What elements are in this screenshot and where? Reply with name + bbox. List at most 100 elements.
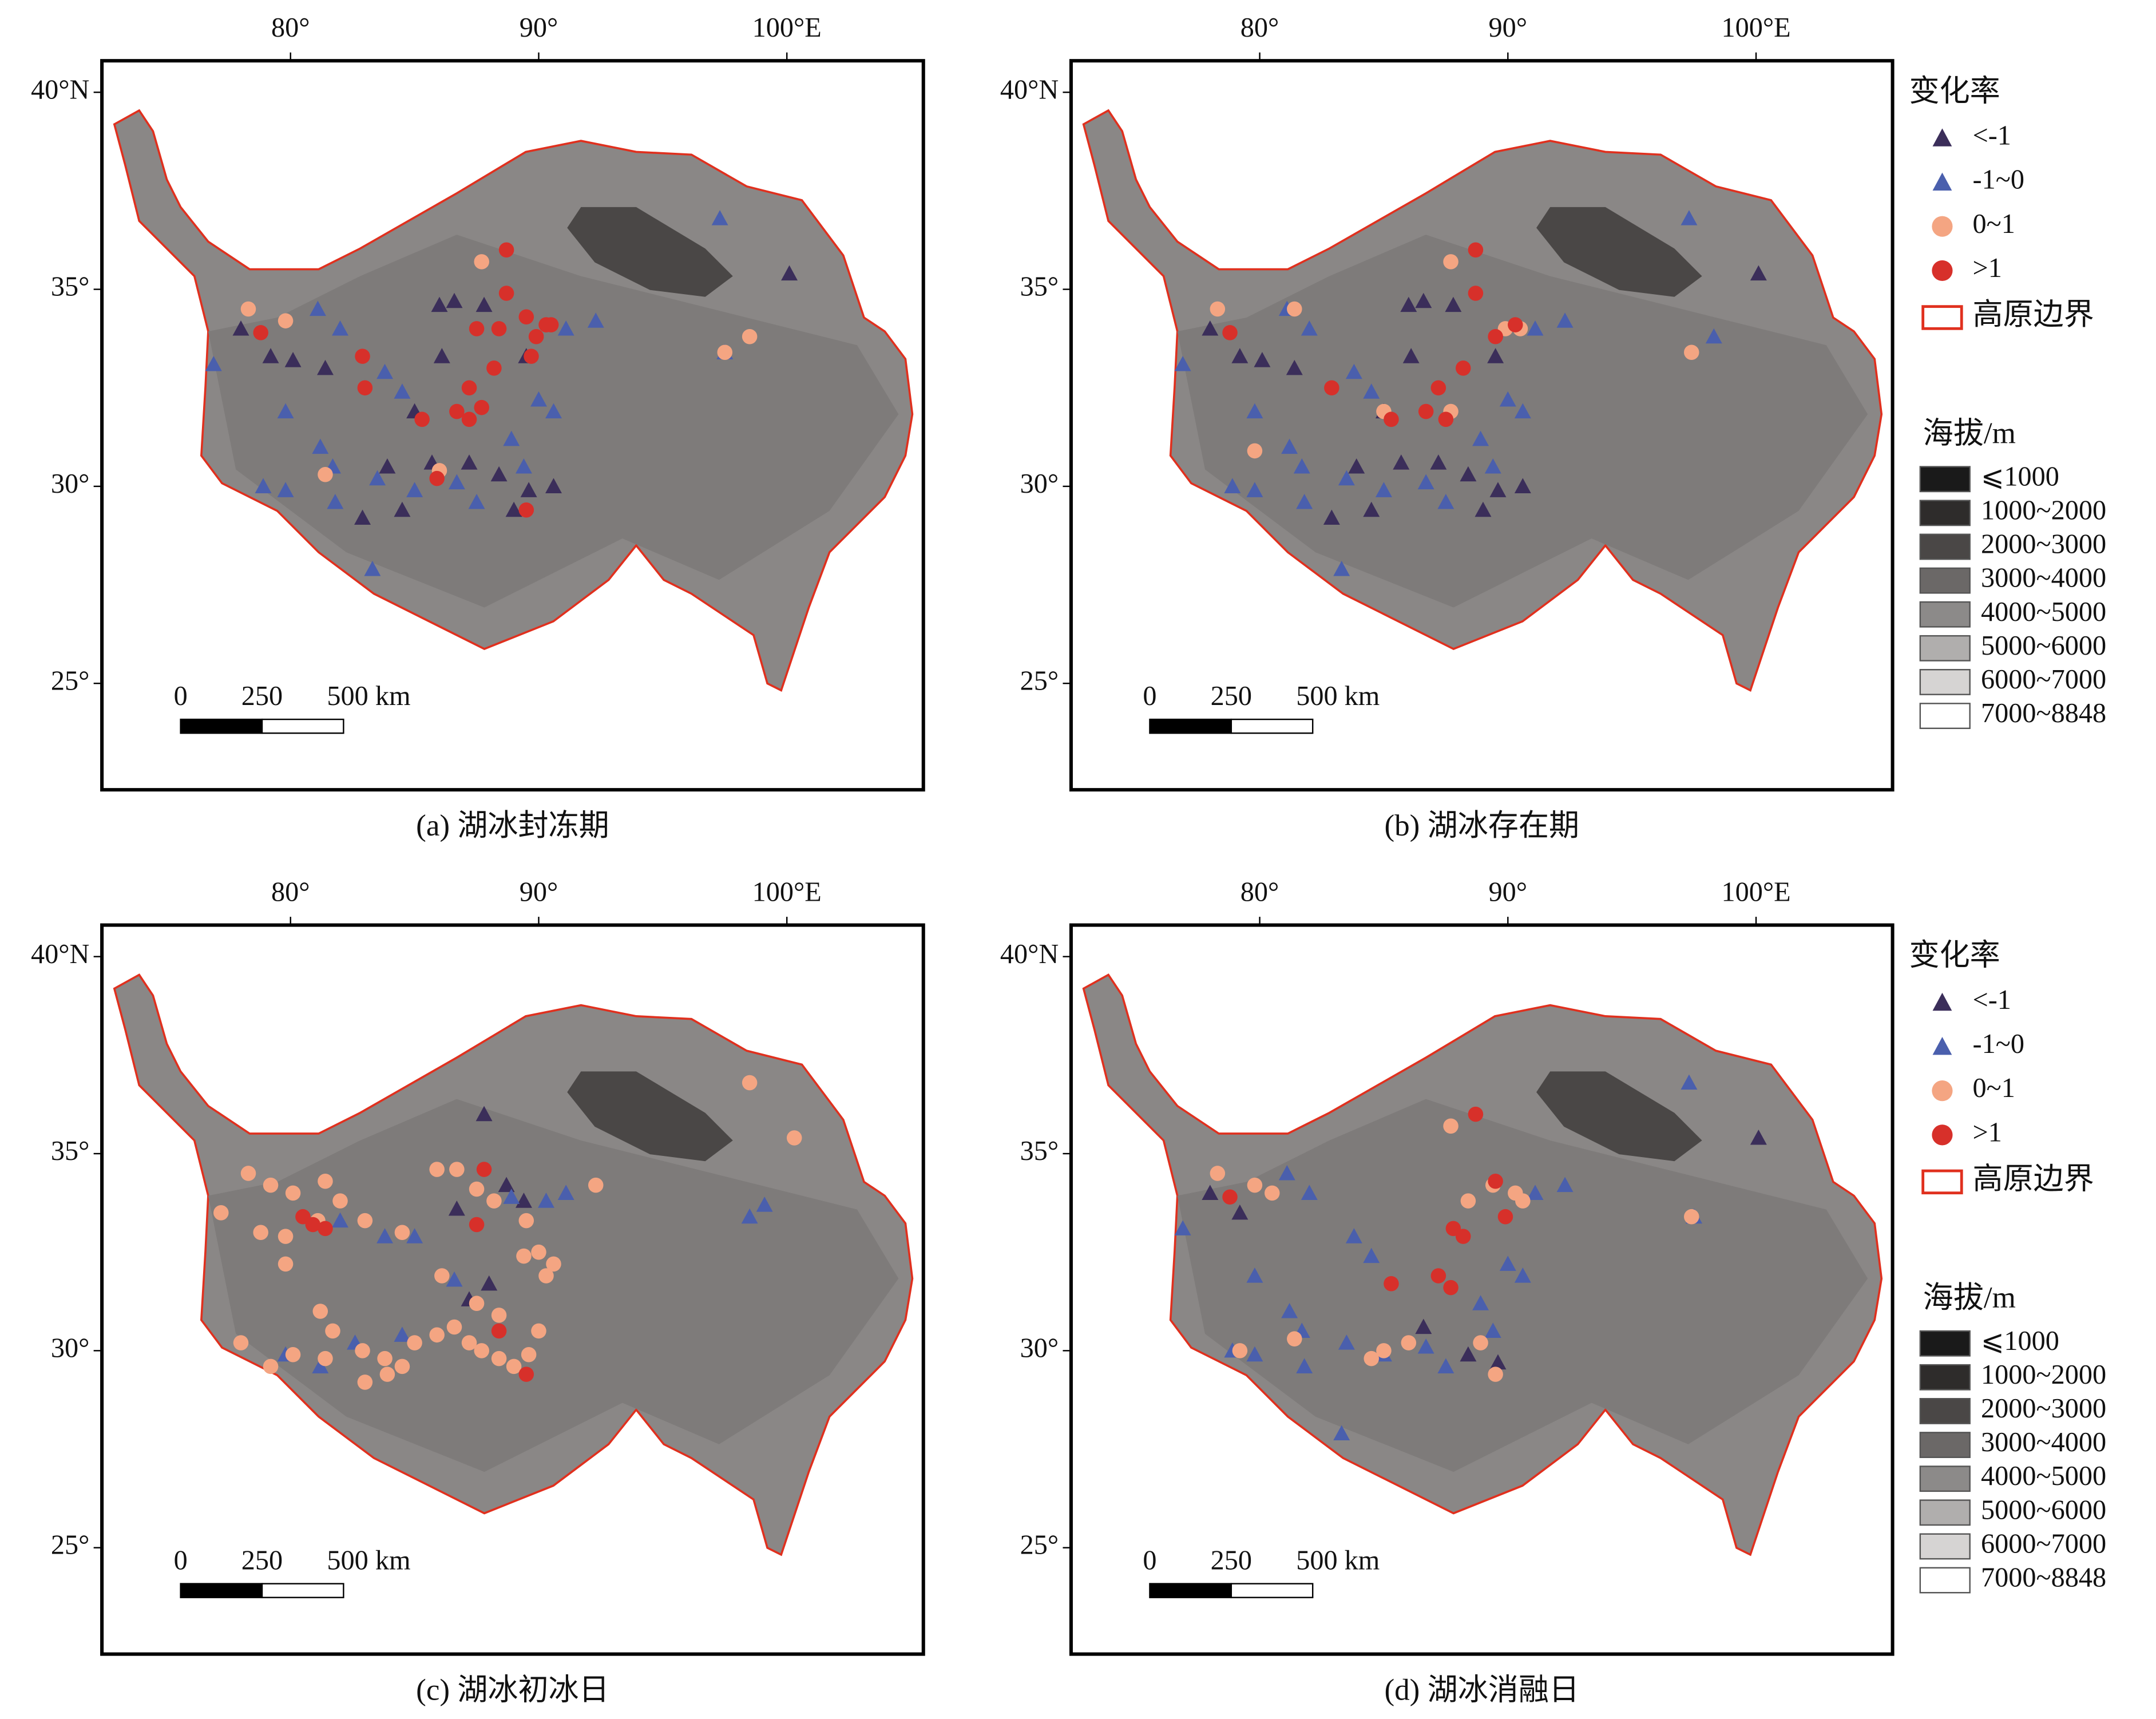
y-tick-label: 40°N — [1000, 939, 1059, 969]
lake-point — [475, 296, 493, 312]
legend-symbol — [1932, 1037, 1952, 1055]
lake-point — [1418, 403, 1434, 419]
map-panel: 80° 90° 100°E 40°N 35° 30° 25° 0 250 500 km (b) 湖冰… — [1000, 13, 1895, 842]
lake-point — [1363, 501, 1380, 517]
lake-point — [325, 1323, 340, 1339]
panel-caption: (a) 湖冰封冻期 — [416, 809, 609, 842]
lake-point — [781, 265, 798, 281]
elevation-swatch — [1919, 601, 1971, 628]
lake-point — [498, 242, 514, 258]
lake-point — [1384, 411, 1399, 427]
lake-point — [521, 1346, 537, 1362]
lake-point — [354, 509, 371, 525]
lake-point — [518, 1213, 534, 1229]
lake-point — [377, 1350, 393, 1367]
lake-point — [742, 1075, 758, 1091]
lake-point — [1393, 454, 1410, 470]
lake-point — [1430, 380, 1446, 396]
scale-label: 0 — [174, 681, 188, 711]
lake-point — [1348, 458, 1365, 474]
legend-label: 0~1 — [1973, 209, 2015, 239]
lake-point — [213, 1205, 229, 1221]
lake-point — [742, 328, 758, 344]
lake-point — [1222, 325, 1238, 340]
lake-point — [1281, 1303, 1298, 1318]
plateau — [1082, 973, 1883, 1556]
lake-point — [469, 321, 485, 336]
lake-point — [546, 1256, 561, 1272]
scale-label: 0 — [1143, 681, 1156, 711]
lake-point — [528, 328, 544, 344]
map — [1082, 109, 1883, 692]
lake-point — [277, 403, 294, 419]
scale-label: 250 — [1211, 681, 1252, 711]
lake-point — [1750, 265, 1767, 281]
scale-segment — [1230, 718, 1314, 734]
legend-symbol — [1932, 1124, 1953, 1146]
lake-point — [394, 1225, 410, 1241]
lake-point — [518, 1367, 534, 1382]
lake-point — [498, 286, 514, 301]
lake-point — [309, 300, 326, 316]
lake-point — [433, 348, 450, 363]
lake-point — [1338, 1334, 1355, 1350]
lake-point — [1527, 1185, 1544, 1200]
legend-label: <-1 — [1973, 985, 2011, 1015]
lake-point — [515, 1193, 532, 1208]
y-tick-label: 40°N — [31, 939, 89, 969]
lake-point — [448, 474, 465, 490]
lake-point — [312, 1304, 328, 1319]
lake-point — [557, 320, 574, 336]
lake-point — [278, 1229, 294, 1244]
lake-point — [318, 1350, 333, 1367]
scale-segment — [261, 1583, 344, 1598]
map — [1082, 973, 1883, 1556]
lake-point — [263, 1358, 279, 1375]
lake-point — [1210, 1166, 1226, 1181]
scale-segment — [180, 1583, 263, 1598]
lake-point — [481, 1275, 498, 1291]
lake-point — [332, 320, 348, 336]
legend-symbol — [1932, 1080, 1953, 1102]
panel-caption: (c) 湖冰初冰日 — [416, 1673, 609, 1706]
lake-point — [1323, 509, 1340, 525]
y-tick-label: 35° — [1020, 1136, 1059, 1166]
elevation-label: 4000~5000 — [1981, 597, 2106, 627]
lake-point — [1415, 1318, 1432, 1334]
lake-point — [1514, 478, 1531, 493]
lake-point — [376, 363, 394, 379]
lake-point — [1301, 320, 1318, 336]
lake-point — [461, 454, 478, 470]
lake-point — [285, 1346, 301, 1362]
lake-point — [1484, 458, 1501, 474]
lake-point — [369, 470, 386, 486]
lake-point — [1437, 1358, 1454, 1373]
lake-point — [1484, 1322, 1501, 1338]
lake-point — [1443, 254, 1459, 270]
x-tick-label: 90° — [1489, 877, 1528, 908]
lake-point — [1287, 1331, 1302, 1346]
lake-point — [1468, 286, 1484, 301]
lake-point — [1468, 242, 1484, 258]
elevation-swatch — [1919, 567, 1971, 594]
lake-point — [262, 348, 279, 363]
lake-point — [530, 391, 547, 407]
lake-point — [1499, 1255, 1516, 1271]
x-tick-label: 80° — [1241, 13, 1279, 43]
lake-point — [312, 438, 329, 454]
lake-point — [1681, 1074, 1698, 1090]
lake-point — [1202, 320, 1219, 336]
lake-point — [1472, 1295, 1489, 1310]
lake-point — [531, 1244, 546, 1260]
lake-point — [1333, 561, 1350, 576]
lake-point — [305, 1217, 321, 1233]
lake-point — [786, 1130, 802, 1146]
map-frame — [1069, 59, 1895, 792]
y-tick-label: 25° — [1020, 666, 1059, 696]
lake-point — [491, 321, 507, 336]
lake-point — [355, 348, 370, 364]
legend-boundary-symbol — [1921, 1169, 1963, 1195]
lake-point — [538, 1193, 554, 1208]
lake-point — [1363, 383, 1380, 399]
